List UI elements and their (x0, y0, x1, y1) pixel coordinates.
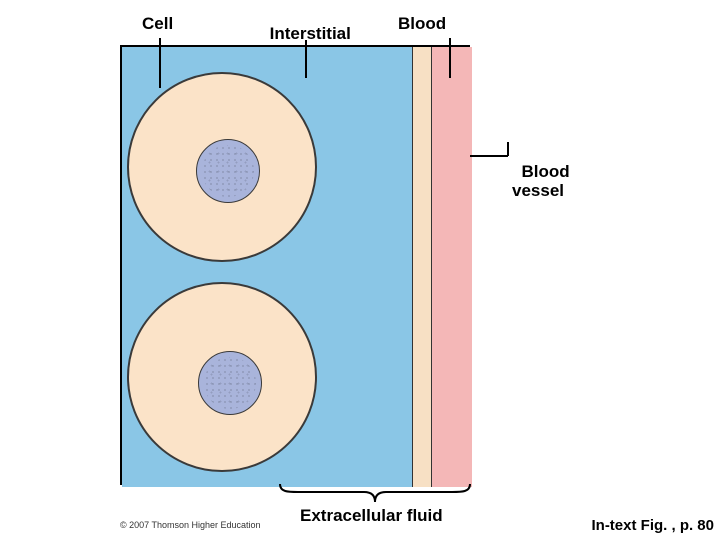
label-blood-vessel-text: Blood vessel (512, 162, 570, 201)
pointer-vessel-tick (507, 142, 509, 156)
label-extracellular: Extracellular fluid (300, 506, 443, 526)
pointer-cell (159, 38, 161, 88)
pointer-vessel-line (470, 155, 508, 157)
label-cell-text: Cell (142, 14, 173, 33)
cell-shape (127, 72, 317, 262)
nucleus-shape (196, 139, 260, 203)
copyright-text: © 2007 Thomson Higher Education (120, 520, 261, 530)
label-blood-vessel: Blood vessel (512, 142, 570, 201)
diagram-box (120, 45, 470, 485)
figure-caption: In-text Fig. , p. 80 (591, 517, 714, 534)
extracellular-bracket (278, 482, 472, 504)
label-blood-text: Blood (398, 14, 446, 33)
nucleus-shape (198, 351, 262, 415)
pointer-interstitial (305, 40, 307, 78)
blood-region (432, 47, 472, 487)
vessel-wall-region (412, 47, 432, 487)
label-blood: Blood (398, 14, 446, 34)
pointer-blood (449, 38, 451, 78)
cell-shape (127, 282, 317, 472)
label-cell: Cell (142, 14, 173, 34)
label-extracellular-text: Extracellular fluid (300, 506, 443, 525)
